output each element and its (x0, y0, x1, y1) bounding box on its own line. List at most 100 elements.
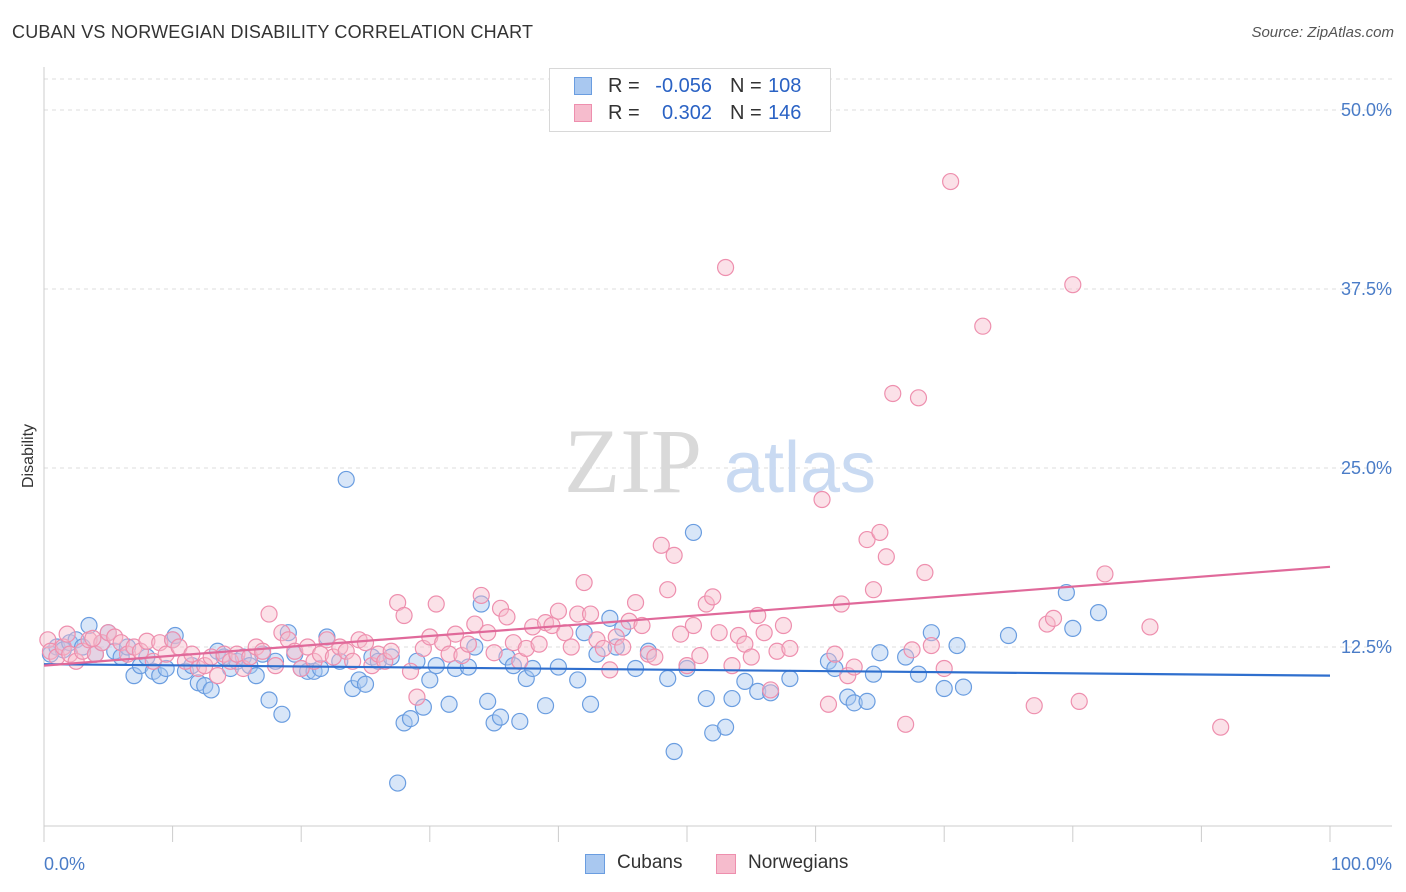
norwegians-point (549, 602, 568, 620)
series-legend: Cubans Norwegians (0, 852, 1406, 878)
cubans-point (491, 708, 510, 726)
cubans-point (536, 697, 555, 715)
norwegians-point (440, 645, 458, 663)
norwegians-point (633, 616, 651, 635)
y-tick-label: 50.0% (1341, 100, 1392, 120)
cubans-point (498, 648, 516, 666)
norwegians-point (665, 546, 683, 564)
cubans-point (202, 681, 220, 699)
cubans-point (344, 679, 362, 698)
n-value: 146 (768, 102, 802, 124)
cubans-point (569, 671, 587, 689)
cubans-point (273, 705, 291, 723)
cubans-point (999, 626, 1018, 645)
norwegians-trend-line (43, 565, 1331, 667)
cubans-point (716, 718, 735, 736)
norwegians-point (209, 667, 227, 685)
cubans-point (479, 692, 497, 711)
y-tick-label: 25.0% (1341, 458, 1392, 478)
cubans-point (151, 667, 169, 685)
norwegians-point (768, 642, 786, 660)
norwegians-point (1038, 615, 1056, 633)
cubans-point (819, 652, 838, 670)
cubans-swatch (574, 77, 592, 95)
norwegians-point (652, 536, 670, 554)
cubans-point (864, 665, 883, 683)
cubans-point (279, 624, 297, 642)
cubans-point (922, 624, 940, 642)
norwegians-point (395, 606, 413, 625)
norwegians-point (1025, 697, 1043, 715)
norwegians-point (344, 652, 362, 670)
norwegians-point (916, 563, 934, 582)
cubans-point (1057, 583, 1075, 602)
norwegians-point (716, 258, 735, 277)
norwegians-point (935, 659, 953, 678)
norwegians-point (826, 645, 844, 663)
chart-title: CUBAN VS NORWEGIAN DISABILITY CORRELATIO… (12, 22, 534, 42)
cubans-point (1064, 619, 1082, 637)
cubans-point (781, 669, 799, 688)
watermark-zip: ZIP (564, 410, 702, 512)
cubans-point (948, 636, 966, 655)
y-tick-label: 12.5% (1341, 637, 1392, 657)
cubans-point (421, 671, 439, 689)
norwegians-point (84, 629, 102, 647)
norwegians-point (472, 586, 490, 605)
norwegians-point (594, 639, 613, 658)
cubans-point (401, 709, 420, 728)
norwegians-point (671, 625, 690, 643)
legend-label-norwegians: Norwegians (748, 852, 849, 873)
cubans-point (826, 659, 844, 678)
norwegians-point (41, 642, 60, 660)
n-value: 108 (768, 75, 802, 97)
cubans-point (549, 658, 568, 676)
norwegians-point (897, 715, 915, 733)
norwegians-point (755, 624, 773, 642)
cubans-point (954, 678, 973, 696)
norwegians-point (858, 530, 876, 549)
axes (43, 67, 1392, 842)
norwegians-point (903, 641, 921, 659)
gridlines (44, 78, 1392, 648)
r-value: -0.056 (655, 75, 712, 97)
r-label: R = (608, 102, 640, 124)
norwegians-point (659, 581, 677, 599)
norwegians-point (942, 172, 960, 191)
cubans-point (511, 712, 529, 731)
correlation-legend: R = -0.056 N = 108 R = 0.302 N = 146 (549, 68, 831, 132)
cubans-point (659, 669, 677, 688)
norwegians-point (813, 490, 831, 509)
norwegians-point (164, 631, 182, 649)
cubans-point (665, 742, 683, 761)
trend-lines (43, 565, 1331, 677)
norwegians-point (54, 638, 72, 656)
cubans-point (909, 665, 928, 683)
norwegians-swatch (716, 854, 736, 874)
cubans-point (736, 672, 754, 690)
norwegians-point (254, 642, 272, 660)
norwegians-point (581, 605, 600, 623)
norwegians-point (614, 638, 632, 656)
cubans-point (897, 648, 915, 666)
norwegians-point (704, 588, 722, 606)
norwegians-point (408, 688, 426, 706)
y-axis-label: Disability (20, 424, 37, 488)
cubans-point (389, 774, 407, 792)
norwegians-point (61, 645, 79, 663)
norwegians-swatch (574, 104, 592, 122)
cubans-point (221, 659, 240, 678)
norwegians-point (691, 646, 709, 665)
norwegians-point (157, 645, 175, 663)
cubans-point (311, 659, 330, 678)
r-label: R = (608, 75, 640, 97)
norwegians-point (684, 616, 703, 635)
norwegians-point (761, 681, 780, 699)
x-tick-label-max: 100.0% (1331, 854, 1392, 874)
norwegians-point (485, 644, 503, 662)
norwegians-point (356, 634, 375, 652)
norwegians-point (498, 608, 516, 626)
cubans-point (1089, 604, 1108, 622)
cubans-point (749, 682, 767, 700)
